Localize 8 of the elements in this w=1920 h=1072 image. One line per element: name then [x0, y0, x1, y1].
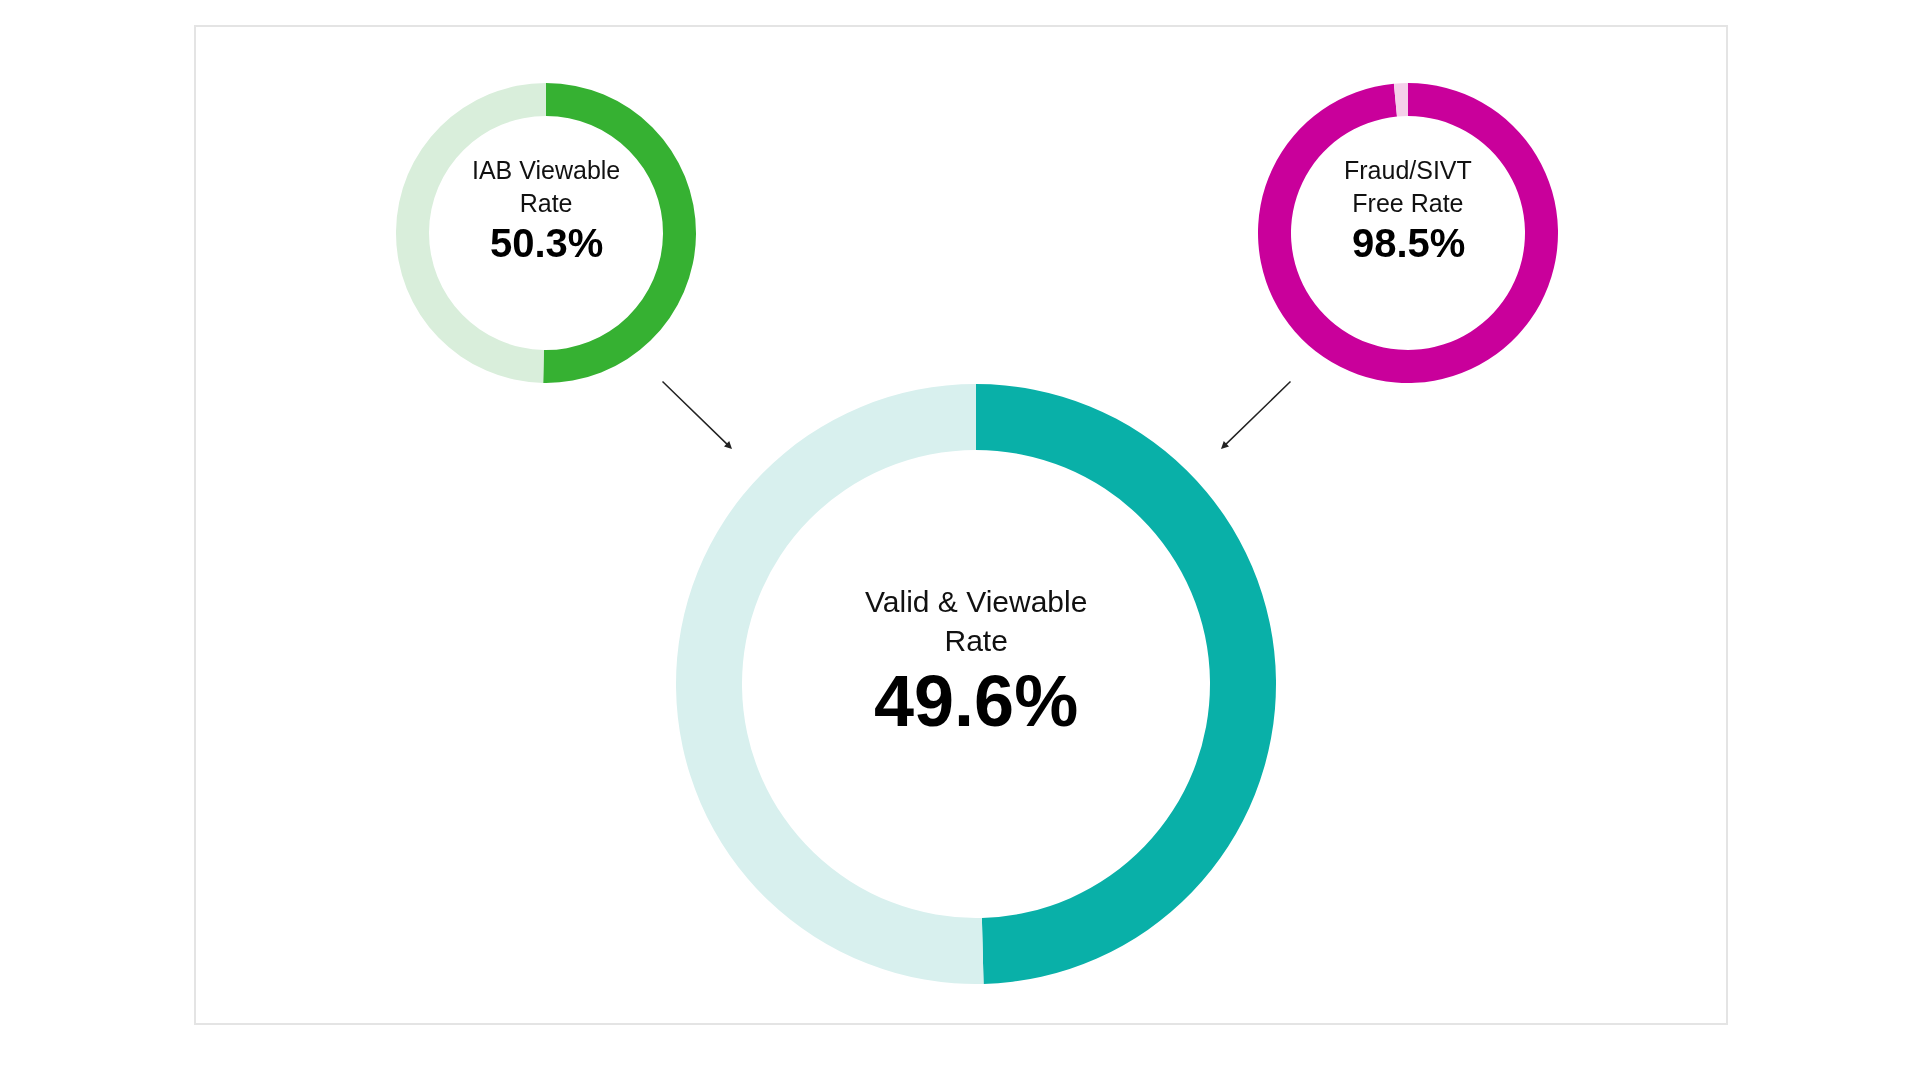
donut-slice — [1258, 83, 1558, 383]
text: IAB Viewable Rate — [472, 156, 621, 217]
text: Valid & Viewable Rate — [865, 585, 1088, 657]
data-label: 49.6% — [874, 661, 1079, 741]
donut-slice — [1393, 83, 1408, 117]
data-label: 50.3% — [490, 221, 604, 265]
data-label: 98.5% — [1352, 221, 1466, 265]
text: Fraud/SIVT Free Rate — [1344, 156, 1472, 217]
